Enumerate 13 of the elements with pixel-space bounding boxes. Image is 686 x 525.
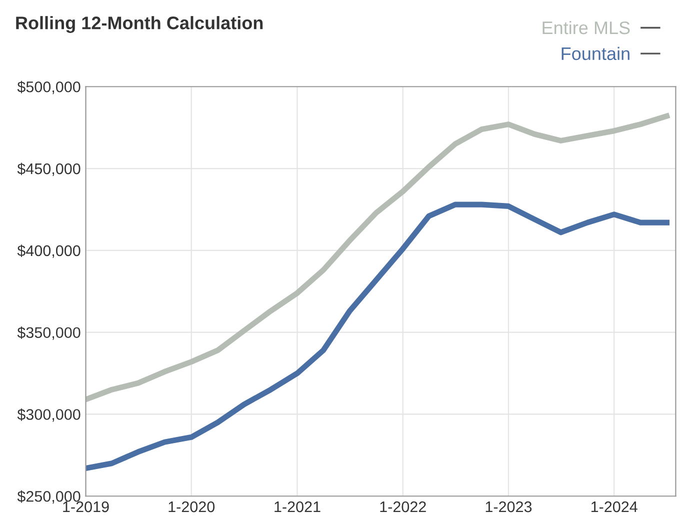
y-tick-label: $300,000 [17, 408, 80, 422]
text: Entire MLS [542, 20, 630, 34]
x-tick-label: 1-2024 [591, 501, 638, 512]
x-tick-label: 1-2020 [168, 501, 215, 512]
x-tick-label: 1-2021 [274, 501, 320, 512]
text: Fountain [562, 46, 630, 60]
y-tick-label: $500,000 [17, 80, 80, 94]
y-tick-label: $400,000 [17, 244, 80, 258]
x-tick-label: 1-2022 [380, 501, 426, 512]
y-tick-label: $450,000 [17, 162, 80, 176]
x-tick-label: 1-2023 [486, 501, 532, 512]
y-tick-label: $350,000 [17, 326, 80, 340]
chart-title: Rolling 12-Month Calculation [16, 16, 263, 33]
